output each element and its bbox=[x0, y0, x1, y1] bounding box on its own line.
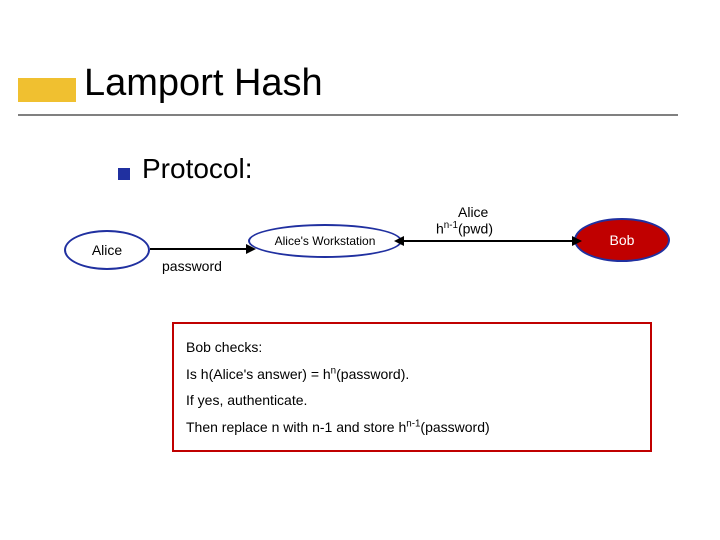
arrow-alice-to-workstation bbox=[150, 248, 248, 250]
checks-line-1: Bob checks: bbox=[186, 334, 638, 361]
arrow-workstation-bob bbox=[402, 240, 574, 242]
msg-hash-sup: n-1 bbox=[444, 220, 458, 231]
page-title: Lamport Hash bbox=[84, 62, 323, 105]
msg-hash-pre: h bbox=[436, 221, 444, 237]
actor-alice: Alice bbox=[64, 230, 150, 270]
checks-line-4: Then replace n with n-1 and store hn-1(p… bbox=[186, 414, 638, 441]
arrow-head-icon bbox=[572, 236, 582, 246]
bullet-icon bbox=[118, 168, 130, 180]
checks-line-3: If yes, authenticate. bbox=[186, 387, 638, 414]
arrow-password-label: password bbox=[162, 258, 222, 274]
actor-bob: Bob bbox=[574, 218, 670, 262]
arrow-head-icon bbox=[246, 244, 256, 254]
subheading-protocol: Protocol: bbox=[142, 153, 253, 185]
actor-bob-label: Bob bbox=[610, 232, 635, 248]
actor-workstation-label: Alice's Workstation bbox=[275, 234, 376, 248]
actor-workstation: Alice's Workstation bbox=[248, 224, 402, 258]
checks-l2-pre: Is h(Alice's answer) = h bbox=[186, 366, 331, 382]
arrow-head-icon bbox=[394, 236, 404, 246]
bob-checks-box: Bob checks: Is h(Alice's answer) = hn(pa… bbox=[172, 322, 652, 452]
checks-l4-sup: n-1 bbox=[406, 418, 420, 429]
actor-alice-label: Alice bbox=[92, 242, 122, 258]
checks-l2-post: (password). bbox=[336, 366, 409, 382]
arrow-msg-hash: hn-1(pwd) bbox=[436, 220, 493, 237]
title-rule bbox=[18, 114, 678, 116]
checks-line-2: Is h(Alice's answer) = hn(password). bbox=[186, 361, 638, 388]
title-accent-bar bbox=[18, 78, 76, 102]
checks-l4-pre: Then replace n with n-1 and store h bbox=[186, 419, 406, 435]
checks-l4-post: (password) bbox=[420, 419, 489, 435]
arrow-msg-alice: Alice bbox=[458, 204, 488, 220]
msg-hash-post: (pwd) bbox=[458, 221, 493, 237]
